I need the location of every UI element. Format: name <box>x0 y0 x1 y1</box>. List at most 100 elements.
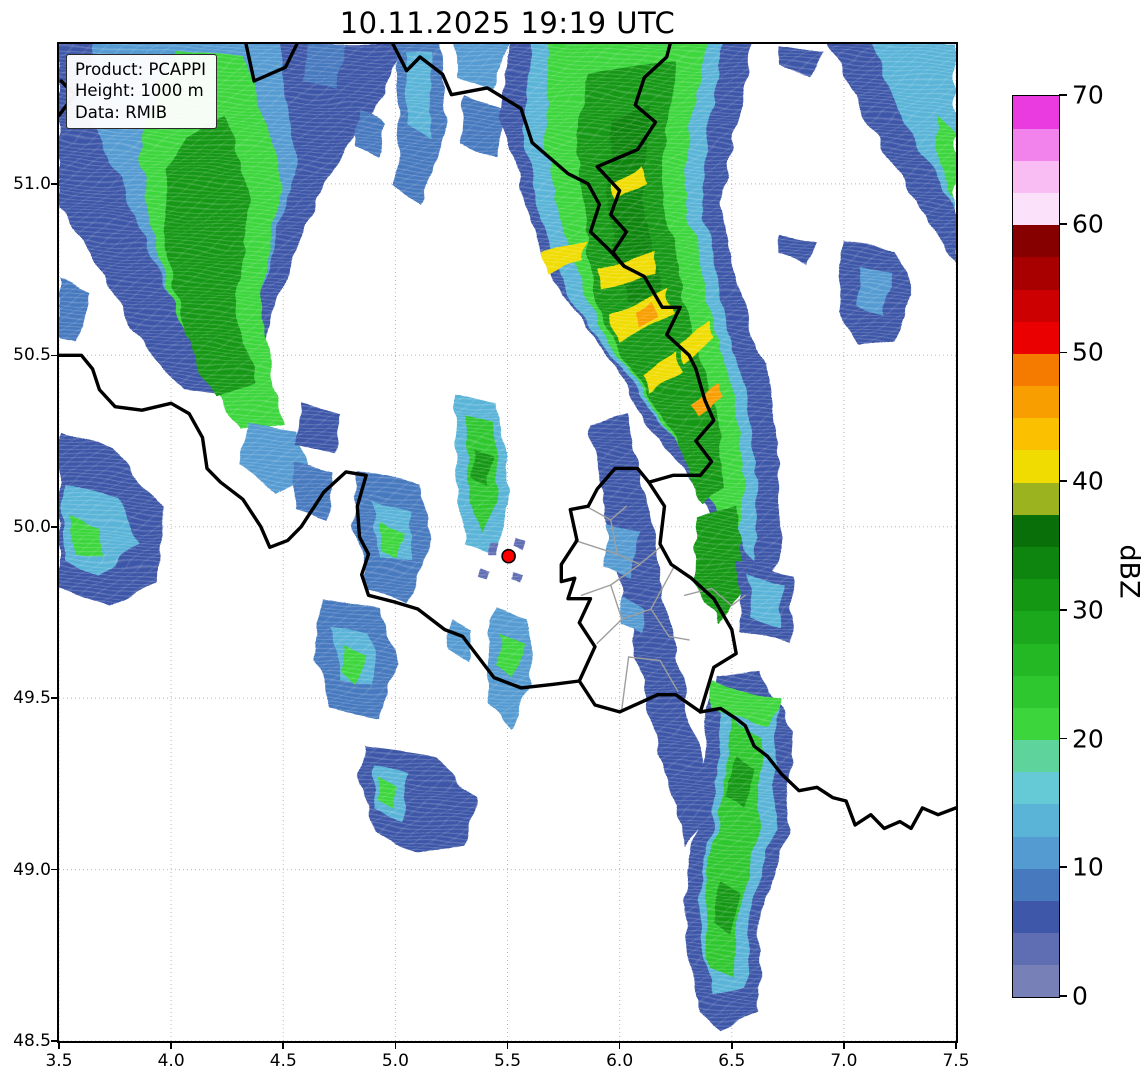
y-tick <box>51 697 57 699</box>
y-tick-label: 49.5 <box>13 688 51 709</box>
x-tick-label: 7.5 <box>942 1051 970 1071</box>
colorbar-segment <box>1013 289 1059 322</box>
y-tick-label: 49.0 <box>13 859 51 880</box>
product-info-line: Height: 1000 m <box>75 81 204 101</box>
colorbar-segment <box>1013 192 1059 226</box>
regional-border <box>627 656 679 692</box>
colorbar-axis-label: dBZ <box>1113 544 1145 599</box>
colorbar-segment <box>1013 449 1059 483</box>
colorbar-segment <box>1013 707 1059 741</box>
x-tick <box>170 1043 172 1049</box>
x-tick <box>843 1043 845 1049</box>
country-border <box>244 44 299 83</box>
radar-echoes <box>59 44 956 1041</box>
regional-border <box>684 587 746 607</box>
country-border <box>59 353 581 690</box>
radar-site-dot <box>501 548 516 564</box>
radar-map-svg <box>59 44 956 1041</box>
colorbar-segment <box>1013 675 1059 708</box>
colorbar-tick-label: 30 <box>1072 595 1104 625</box>
country-border <box>595 44 672 268</box>
x-tick <box>506 1043 509 1049</box>
colorbar-tick <box>1059 737 1067 740</box>
colorbar-tick <box>1059 351 1067 354</box>
x-tick-label: 4.0 <box>157 1051 185 1071</box>
colorbar-segment <box>1013 482 1059 515</box>
colorbar-segment <box>1013 739 1059 773</box>
y-tick-label: 50.5 <box>13 345 51 366</box>
colorbar-tick <box>1059 609 1067 611</box>
colorbar-segment <box>1013 96 1059 129</box>
x-tick <box>730 1043 733 1049</box>
colorbar-tick <box>1059 995 1067 997</box>
y-tick-label: 48.5 <box>13 1031 51 1051</box>
colorbar-segment <box>1013 610 1059 644</box>
regional-border <box>650 608 690 641</box>
colorbar <box>1012 95 1060 998</box>
colorbar-segment <box>1013 803 1059 837</box>
y-tick-label: 51.0 <box>13 173 51 194</box>
x-tick-label: 4.5 <box>269 1051 297 1071</box>
colorbar-segment <box>1013 643 1059 676</box>
product-info-line: Product: PCAPPI <box>75 60 206 79</box>
colorbar-tick-label: 50 <box>1072 337 1104 367</box>
colorbar-segment <box>1013 128 1059 161</box>
map-plot-area <box>57 42 958 1043</box>
colorbar-tick <box>1059 866 1067 869</box>
regional-border <box>621 656 630 710</box>
colorbar-segment <box>1013 578 1059 612</box>
colorbar-segment <box>1013 256 1059 290</box>
colorbar-segment <box>1013 546 1059 580</box>
colorbar-segment <box>1013 385 1059 419</box>
x-tick-label: 3.5 <box>45 1051 73 1071</box>
colorbar-segment <box>1013 353 1059 387</box>
x-tick <box>58 1043 60 1049</box>
x-tick <box>618 1043 621 1049</box>
colorbar-segment <box>1013 321 1059 354</box>
x-tick <box>394 1043 397 1049</box>
colorbar-tick <box>1059 222 1067 225</box>
regional-border <box>574 539 619 555</box>
colorbar-segment <box>1013 417 1059 451</box>
x-tick <box>282 1043 285 1049</box>
y-tick <box>51 183 57 185</box>
colorbar-segment <box>1013 932 1059 966</box>
colorbar-tick <box>1059 480 1067 482</box>
colorbar-tick-label: 20 <box>1072 724 1104 754</box>
figure-title: 10.11.2025 19:19 UTC <box>339 6 676 40</box>
radar-site-marker <box>501 548 516 564</box>
streak-texture <box>59 44 956 1041</box>
x-tick-label: 5.5 <box>493 1051 522 1071</box>
y-tick <box>51 1040 57 1042</box>
country-border <box>559 466 738 714</box>
x-tick <box>955 1043 957 1049</box>
colorbar-segment <box>1013 160 1059 194</box>
colorbar-segment <box>1013 868 1059 901</box>
regional-border <box>610 519 661 566</box>
colorbar-segment <box>1013 514 1059 547</box>
y-tick <box>51 868 57 871</box>
colorbar-segment <box>1013 224 1059 258</box>
country-border <box>698 706 956 831</box>
product-info-line: Data: RMIB <box>75 102 168 122</box>
y-tick-label: 50.0 <box>13 516 51 537</box>
country-borders <box>59 44 956 831</box>
colorbar-tick-label: 40 <box>1072 466 1104 496</box>
x-tick-label: 7.0 <box>830 1051 858 1071</box>
colorbar-segment <box>1013 836 1059 869</box>
colorbar-segment <box>1013 771 1059 805</box>
colorbar-tick-label: 70 <box>1072 80 1104 110</box>
x-tick-label: 6.5 <box>718 1051 746 1071</box>
y-tick <box>51 525 57 528</box>
colorbar-segment <box>1013 964 1059 998</box>
colorbar-tick-label: 60 <box>1072 209 1104 239</box>
x-tick-label: 6.0 <box>606 1051 634 1071</box>
colorbar-tick-label: 0 <box>1072 981 1088 1011</box>
x-tick-label: 5.0 <box>381 1051 409 1071</box>
y-tick <box>51 354 57 357</box>
colorbar-tick-label: 10 <box>1072 852 1104 882</box>
colorbar-tick <box>1059 94 1067 96</box>
product-info-box: Product: PCAPPI Height: 1000 m Data: RMI… <box>66 54 217 130</box>
colorbar-segment <box>1013 900 1059 934</box>
